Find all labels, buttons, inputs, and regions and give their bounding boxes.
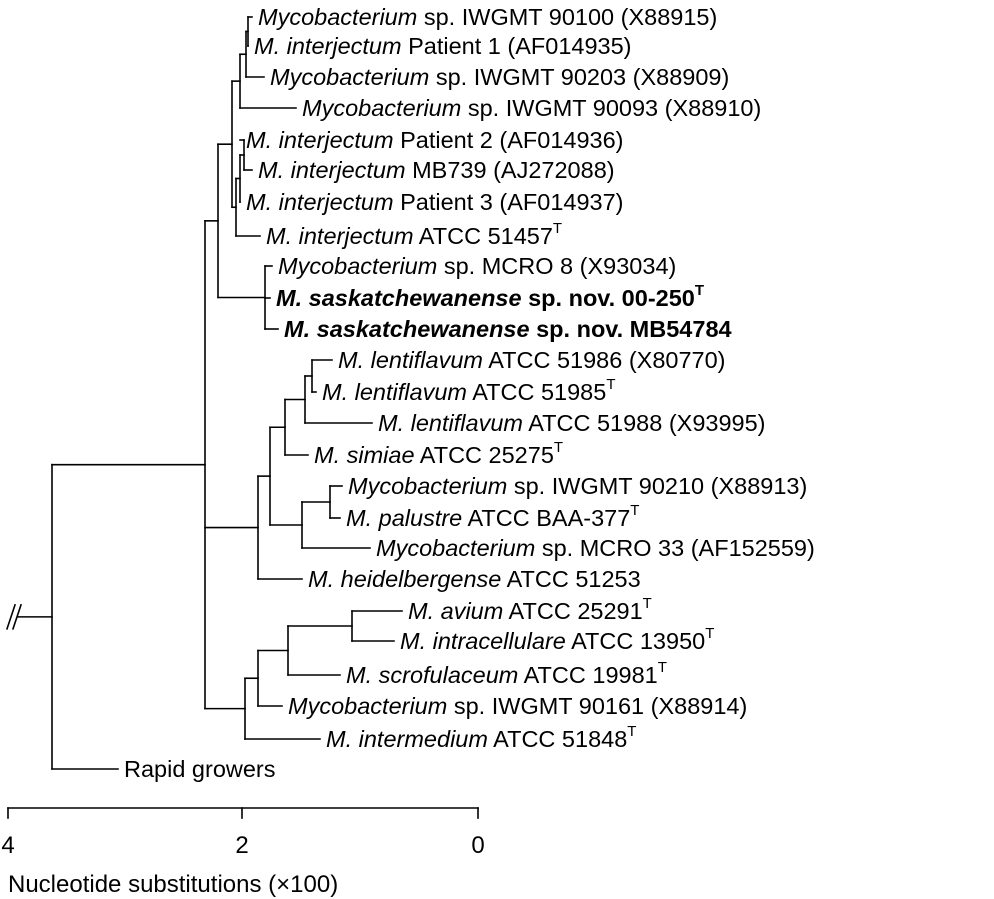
taxon-genus-species: M. interjectum	[246, 127, 394, 153]
taxon-label: M. interjectum Patient 3 (AF014937)	[246, 189, 624, 215]
taxon-genus-species: Mycobacterium	[288, 693, 447, 719]
taxon-strain: ATCC 51985	[467, 379, 606, 405]
taxon-strain: sp. IWGMT 90100 (X88915)	[417, 4, 717, 30]
taxon-label: Mycobacterium sp. MCRO 8 (X93034)	[278, 253, 676, 279]
taxon-strain: ATCC 25291	[503, 598, 642, 624]
taxon-label: M. intermedium ATCC 51848T	[326, 723, 636, 752]
taxon-genus-species: Mycobacterium	[302, 95, 461, 121]
type-strain-superscript: T	[658, 659, 667, 676]
taxon-strain: ATCC 13950	[566, 628, 705, 654]
taxon-genus-species: M. lentiflavum	[322, 379, 467, 405]
taxon-strain: Patient 1 (AF014935)	[402, 33, 632, 59]
taxon-strain: ATCC 51848	[488, 726, 627, 752]
taxon-strain: sp. IWGMT 90161 (X88914)	[447, 693, 747, 719]
taxon-label: M. scrofulaceum ATCC 19981T	[346, 659, 667, 688]
type-strain-superscript: T	[606, 376, 615, 393]
taxon-strain: sp. IWGMT 90093 (X88910)	[461, 95, 761, 121]
type-strain-superscript: T	[643, 595, 652, 612]
taxon-genus-species: M. avium	[408, 598, 503, 624]
taxon-label: Mycobacterium sp. IWGMT 90203 (X88909)	[270, 64, 729, 90]
taxon-genus-species: M. interjectum	[254, 33, 402, 59]
taxon-strain: ATCC 51986 (X80770)	[483, 347, 726, 373]
type-strain-superscript: T	[695, 282, 704, 299]
taxon-label: M. lentiflavum ATCC 51986 (X80770)	[338, 347, 726, 373]
taxon-genus-species: M. interjectum	[246, 189, 394, 215]
taxon-strain: sp. MCRO 8 (X93034)	[437, 253, 676, 279]
taxon-strain: sp. nov. 00-250	[522, 285, 695, 311]
taxon-label: Rapid growers	[124, 756, 276, 782]
taxon-label: M. lentiflavum ATCC 51988 (X93995)	[378, 410, 766, 436]
scale-tick-label: 2	[235, 832, 248, 859]
taxon-genus-species: M. interjectum	[266, 223, 414, 249]
taxon-strain: ATCC 19981	[518, 662, 657, 688]
taxon-strain: Patient 3 (AF014937)	[394, 189, 624, 215]
taxon-strain: Patient 2 (AF014936)	[394, 127, 624, 153]
taxon-genus-species: M. heidelbergense	[308, 566, 501, 592]
taxon-label: M. palustre ATCC BAA-377T	[346, 502, 639, 531]
taxon-strain: sp. nov. MB54784	[530, 316, 732, 342]
tree-branches	[5, 16, 403, 770]
taxon-genus-species: M. lentiflavum	[338, 347, 483, 373]
taxon-genus-species: M. intracellulare	[400, 628, 566, 654]
taxon-genus-species: M. simiae	[314, 442, 415, 468]
taxon-strain: sp. MCRO 33 (AF152559)	[535, 535, 815, 561]
taxon-genus-species: M. palustre	[346, 505, 462, 531]
root-break-mark	[5, 603, 17, 630]
scale-axis-label: Nucleotide substitutions (×100)	[8, 871, 338, 898]
taxon-label: Mycobacterium sp. IWGMT 90093 (X88910)	[302, 95, 761, 121]
taxon-genus-species: M. scrofulaceum	[346, 662, 518, 688]
taxon-genus-species: Mycobacterium	[258, 4, 417, 30]
taxon-strain: ATCC BAA-377	[462, 505, 630, 531]
taxon-genus-species: Mycobacterium	[348, 473, 507, 499]
taxon-genus-species: M. lentiflavum	[378, 410, 523, 436]
taxon-genus-species: M. interjectum	[258, 157, 406, 183]
root-break-mark	[11, 603, 23, 630]
taxon-label: Mycobacterium sp. IWGMT 90161 (X88914)	[288, 693, 747, 719]
taxon-genus-species: Mycobacterium	[376, 535, 535, 561]
type-strain-superscript: T	[705, 625, 714, 642]
taxon-label: M. intracellulare ATCC 13950T	[400, 625, 714, 654]
taxon-strain: sp. IWGMT 90203 (X88909)	[429, 64, 729, 90]
taxon-strain: ATCC 51253	[501, 566, 640, 592]
type-strain-superscript: T	[554, 439, 563, 456]
taxon-label: M. avium ATCC 25291T	[408, 595, 652, 624]
type-strain-superscript: T	[630, 502, 639, 519]
type-strain-superscript: T	[627, 723, 636, 740]
taxon-genus-species: M. intermedium	[326, 726, 488, 752]
taxon-label: M. interjectum MB739 (AJ272088)	[258, 157, 615, 183]
taxon-genus-species: M. saskatchewanense	[276, 285, 522, 311]
taxon-strain: Rapid growers	[124, 756, 276, 782]
scale-tick-label: 4	[1, 832, 14, 859]
taxon-strain: ATCC 51457	[414, 223, 553, 249]
scale-tick-label: 0	[471, 832, 484, 859]
taxon-label: Mycobacterium sp. MCRO 33 (AF152559)	[376, 535, 815, 561]
taxon-strain: sp. IWGMT 90210 (X88913)	[507, 473, 807, 499]
taxon-label: M. saskatchewanense sp. nov. 00-250T	[276, 282, 704, 311]
taxon-genus-species: Mycobacterium	[278, 253, 437, 279]
taxon-strain: MB739 (AJ272088)	[406, 157, 615, 183]
taxon-strain: ATCC 51988 (X93995)	[523, 410, 766, 436]
scale-bar: 4 2 0	[1, 807, 485, 859]
taxon-label: M. simiae ATCC 25275T	[314, 439, 563, 468]
type-strain-superscript: T	[553, 220, 562, 237]
tree-labels: Mycobacterium sp. IWGMT 90100 (X88915) M.…	[124, 4, 815, 782]
taxon-label: Mycobacterium sp. IWGMT 90210 (X88913)	[348, 473, 807, 499]
taxon-label: Mycobacterium sp. IWGMT 90100 (X88915)	[258, 4, 717, 30]
taxon-label: M. interjectum ATCC 51457T	[266, 220, 562, 249]
taxon-genus-species: Mycobacterium	[270, 64, 429, 90]
taxon-strain: ATCC 25275	[415, 442, 554, 468]
taxon-label: M. lentiflavum ATCC 51985T	[322, 376, 615, 405]
taxon-label: M. interjectum Patient 2 (AF014936)	[246, 127, 624, 153]
taxon-label: M. heidelbergense ATCC 51253	[308, 566, 641, 592]
taxon-label: M. saskatchewanense sp. nov. MB54784	[284, 316, 732, 342]
taxon-genus-species: M. saskatchewanense	[284, 316, 530, 342]
taxon-label: M. interjectum Patient 1 (AF014935)	[254, 33, 632, 59]
